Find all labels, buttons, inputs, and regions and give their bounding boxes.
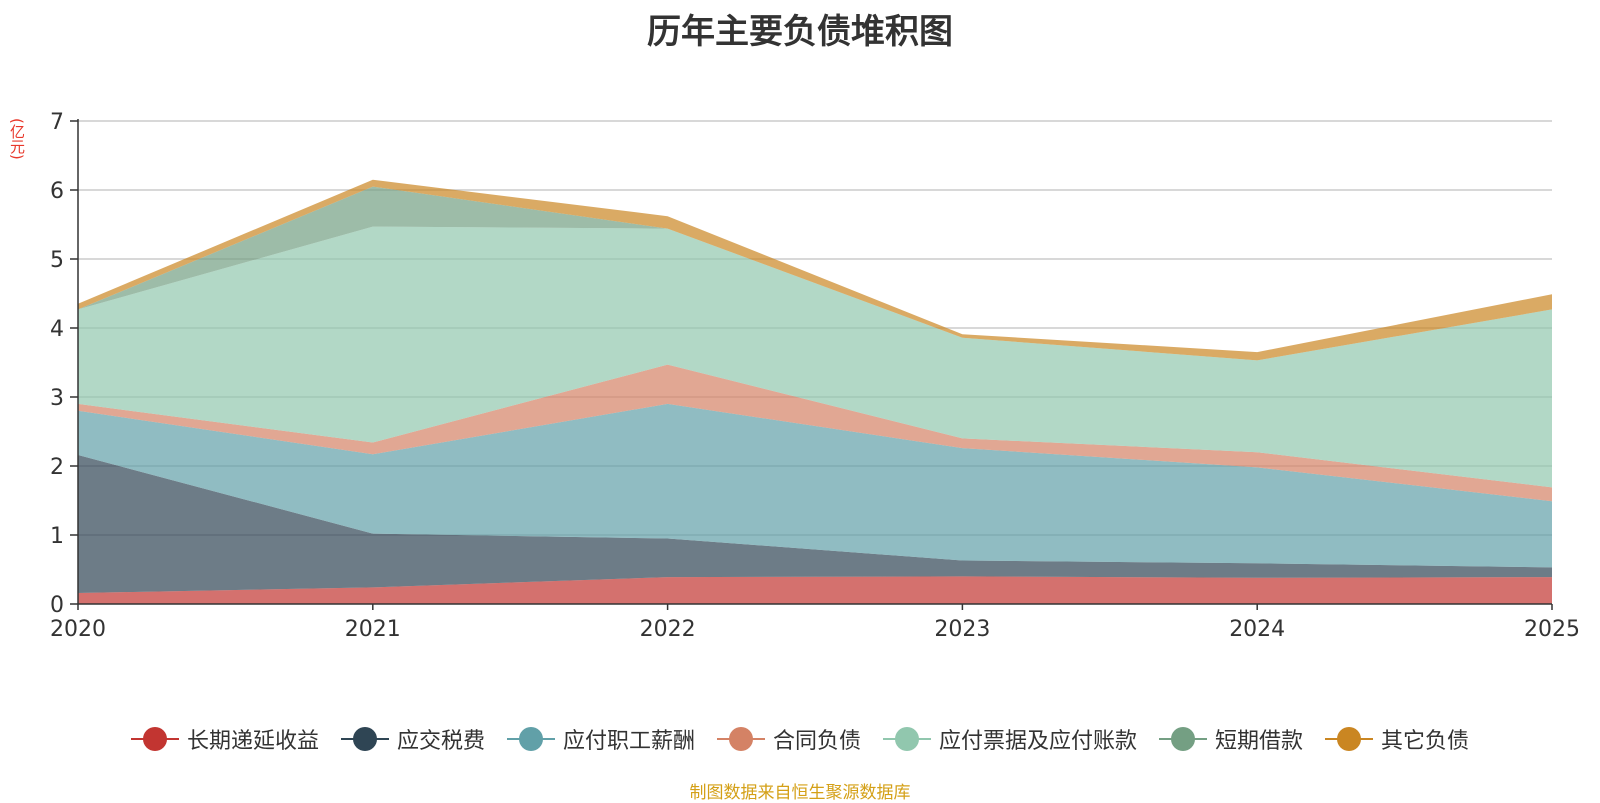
y-tick-label: 1 xyxy=(50,524,64,549)
legend-label: 应付职工薪酬 xyxy=(562,729,695,754)
legend-label: 长期递延收益 xyxy=(186,729,319,754)
legend-label: 应交税费 xyxy=(396,729,485,754)
legend-item-1[interactable]: 长期递延收益 xyxy=(130,723,319,755)
area-series-2[interactable] xyxy=(78,455,1552,593)
area-series-1[interactable] xyxy=(78,576,1552,604)
x-tick-label-2021: 2021 xyxy=(345,617,401,642)
x-tick-label-2022: 2022 xyxy=(640,617,696,642)
legend-item-5[interactable]: 应付票据及应付账款 xyxy=(883,723,1137,755)
x-tick-label-2023: 2023 xyxy=(934,617,990,642)
tick-labels: 0 1 2 3 4 5 6 7 2020 2021 2022 2023 2024 2025 xyxy=(50,110,1580,642)
legend-label: 合同负债 xyxy=(772,729,861,754)
y-tick-label: 0 xyxy=(50,593,64,618)
legend-marker-icon xyxy=(1325,726,1374,752)
legend-label: 应付票据及应付账款 xyxy=(939,729,1138,754)
x-tick-label-2025: 2025 xyxy=(1524,617,1580,642)
x-tick-label-2020: 2020 xyxy=(50,617,106,642)
axes xyxy=(70,119,1553,610)
legend-item-4[interactable]: 合同负债 xyxy=(716,723,861,755)
legend-marker-icon xyxy=(506,726,555,752)
legend-marker-icon xyxy=(340,726,389,752)
area-series xyxy=(78,179,1552,604)
legend-item-3[interactable]: 应付职工薪酬 xyxy=(506,723,695,755)
chart-title: 历年主要负债堆积图 xyxy=(647,12,953,52)
legend-label: 短期借款 xyxy=(1215,729,1304,754)
legend-marker-icon xyxy=(716,726,765,752)
legend-item-6[interactable]: 短期借款 xyxy=(1159,723,1303,755)
legend: 长期递延收益 应交税费 应付职工薪酬 合同负债 应付票据及应付账款 短期借款 其它负债 xyxy=(0,722,1600,756)
x-tick-label-2024: 2024 xyxy=(1229,617,1285,642)
legend-item-2[interactable]: 应交税费 xyxy=(340,723,485,755)
area-series-3[interactable] xyxy=(78,403,1552,568)
legend-marker-icon xyxy=(1159,726,1208,752)
source-note: 制图数据来自恒生聚源数据库 xyxy=(689,783,911,803)
y-tick-label: 5 xyxy=(50,248,64,273)
y-tick-label: 3 xyxy=(50,386,64,411)
y-tick-label: 2 xyxy=(50,455,64,480)
area-series-5[interactable] xyxy=(78,226,1552,488)
y-tick-label: 6 xyxy=(50,179,64,204)
legend-label: 其它负债 xyxy=(1381,729,1470,754)
y-axis-unit-label: (亿元) xyxy=(8,118,26,160)
legend-marker-icon xyxy=(130,726,179,752)
legend-item-7[interactable]: 其它负债 xyxy=(1325,723,1469,755)
legend-marker-icon xyxy=(883,726,931,752)
y-tick-label: 7 xyxy=(50,110,64,135)
y-tick-label: 4 xyxy=(50,317,64,342)
